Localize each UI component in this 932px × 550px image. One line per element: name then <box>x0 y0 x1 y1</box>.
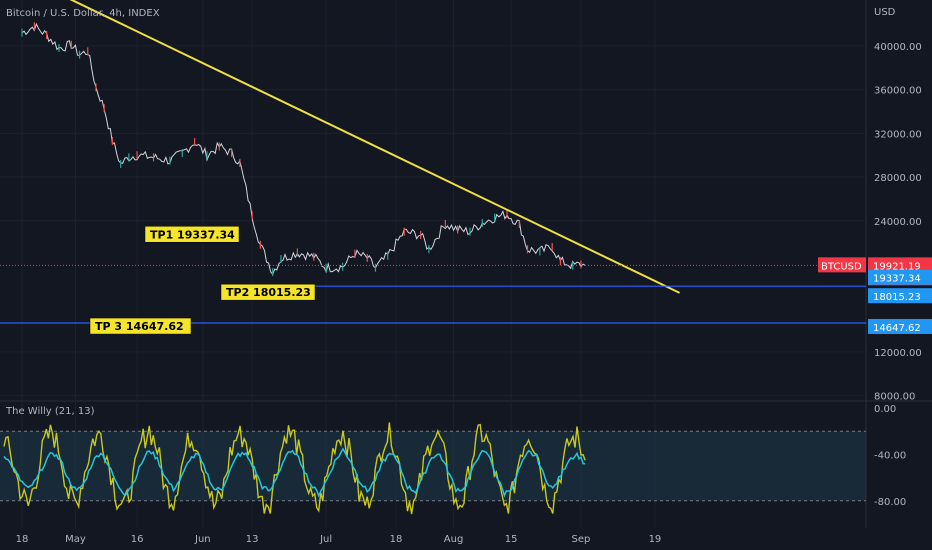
time-tick-label: Aug <box>444 534 464 545</box>
tp1-price-tag: 19337.34 <box>873 274 921 285</box>
price-plot[interactable] <box>0 0 866 324</box>
willy-fast-line <box>3 422 586 515</box>
time-tick-label: 13 <box>246 534 259 545</box>
tp2-price-tag: 18015.23 <box>873 292 921 303</box>
time-tick-label: 15 <box>505 534 518 545</box>
willy-tick-label: 0.00 <box>874 404 896 415</box>
price-tick-label: 36000.00 <box>874 86 922 97</box>
overlays: TP1 19337.34 TP2 18015.23 TP 3 14647.62 BTC… <box>89 226 932 335</box>
time-tick-label: Jul <box>319 534 332 545</box>
price-tick-label: 40000.00 <box>874 42 922 53</box>
symbol-tag: BTCUSD <box>821 261 862 272</box>
price-tick-label: 8000.00 <box>874 392 915 403</box>
time-tick-label: Sep <box>572 534 591 545</box>
tp3-price-tag-bg <box>868 318 932 334</box>
price-series-line <box>21 22 586 276</box>
axes: 40000.00 36000.00 32000.00 28000.00 24000.00… <box>16 7 922 545</box>
tp3-price-tag: 14647.62 <box>873 323 921 334</box>
price-tick-label: 28000.00 <box>874 173 922 184</box>
willy-tick-label: -80.00 <box>874 497 906 508</box>
time-tick-label: 18 <box>16 534 29 545</box>
time-tick-label: 16 <box>131 534 144 545</box>
trendline <box>69 0 681 294</box>
time-tick-label: May <box>65 534 86 545</box>
time-tick-label: 18 <box>390 534 403 545</box>
indicator-title: The Willy (21, 13) <box>6 406 95 417</box>
tp3-label-box <box>89 317 192 335</box>
price-tick-label: 24000.00 <box>874 217 922 228</box>
willy-tick-label: -40.00 <box>874 450 906 461</box>
tp2-price-tag-bg <box>868 288 932 304</box>
time-tick-label: Jun <box>194 534 211 545</box>
tp1-price-tag-bg <box>868 269 932 285</box>
willy-plot[interactable] <box>0 422 866 515</box>
time-tick-label: 19 <box>649 534 662 545</box>
tp1-label: TP1 19337.34 <box>150 228 235 241</box>
currency-label: USD <box>874 7 896 18</box>
last-price-tag: 19921.19 <box>873 261 921 272</box>
price-tick-label: 32000.00 <box>874 129 922 140</box>
tp1-label-box <box>144 226 240 243</box>
willy-slow-line <box>3 447 586 498</box>
chart-title: Bitcoin / U.S. Dollar, 4h, INDEX <box>6 8 160 19</box>
tp2-label: TP2 18015.23 <box>226 286 311 299</box>
tp3-label: TP 3 14647.62 <box>95 320 184 333</box>
tp2-label-box <box>220 283 316 301</box>
price-tick-label: 12000.00 <box>874 348 922 359</box>
symbol-tag-bg <box>818 257 866 273</box>
